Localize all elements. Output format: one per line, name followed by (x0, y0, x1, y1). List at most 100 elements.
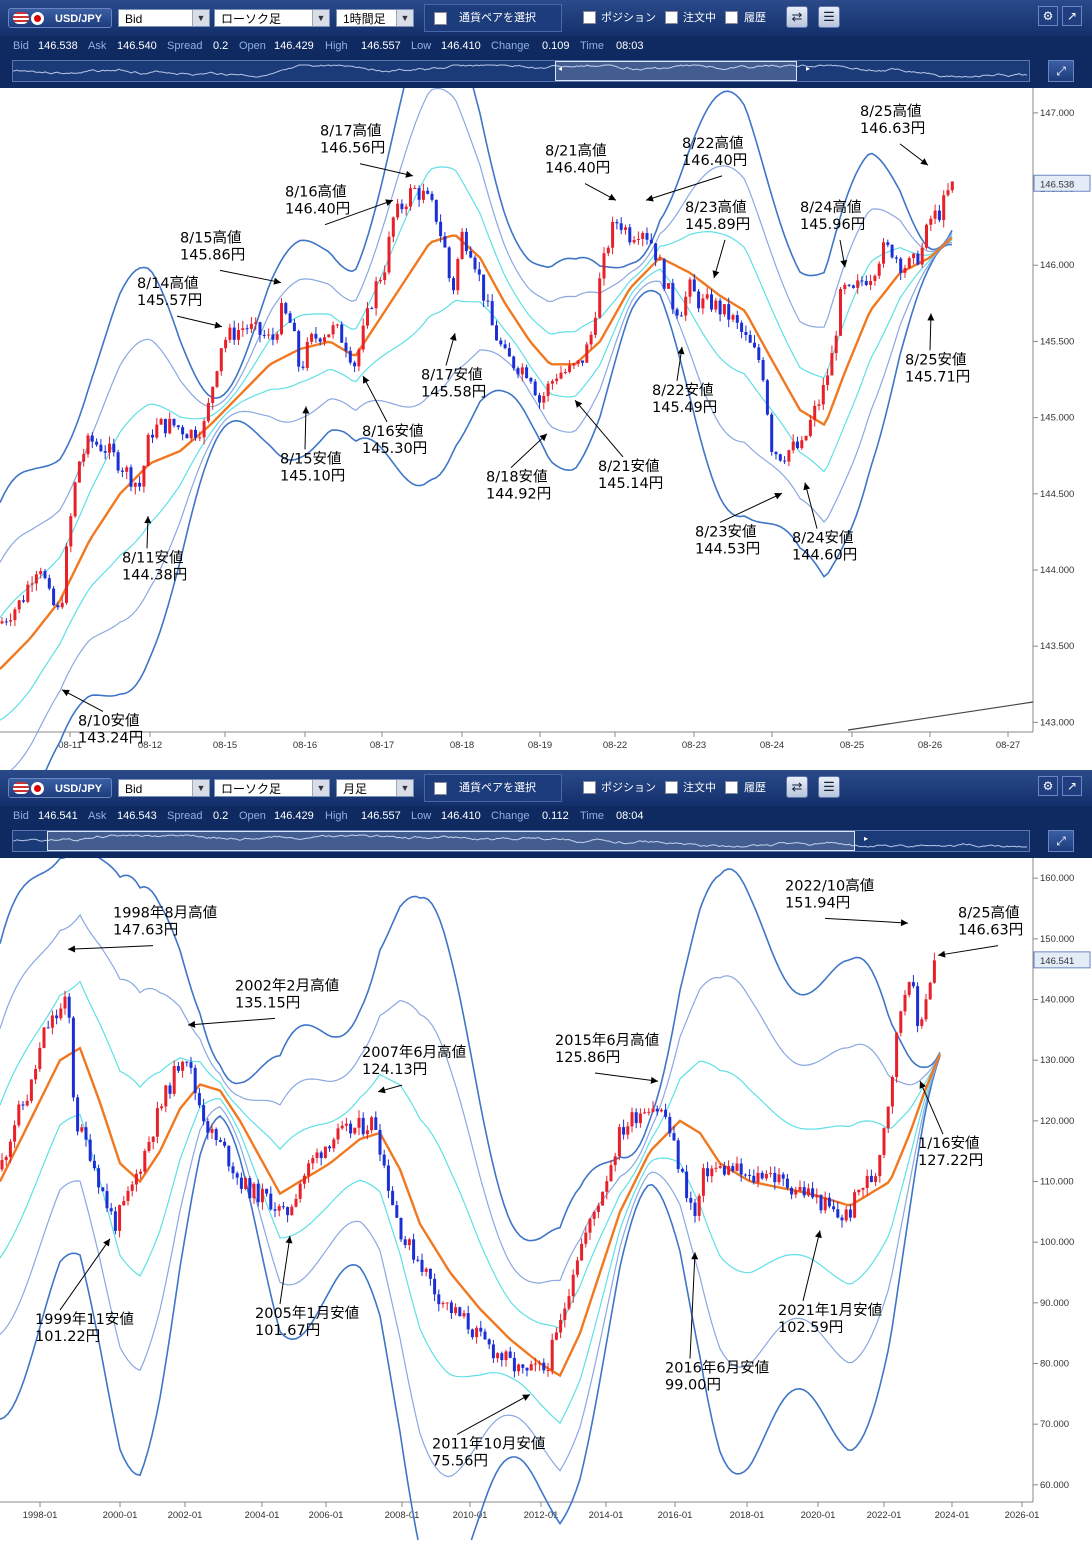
x-tick-label: 2002-01 (168, 1510, 203, 1521)
navigator-preview (13, 64, 1028, 78)
candle-up (617, 1127, 621, 1157)
candle-up (520, 367, 524, 375)
candle-up (315, 1152, 319, 1159)
timeframe-select[interactable]: 1時間足 ▼ (336, 9, 414, 27)
candle-up (407, 1239, 411, 1246)
navigator-window[interactable]: ◂ ▸ (555, 61, 810, 81)
candle-up (697, 1195, 701, 1216)
candle-down (46, 1027, 50, 1029)
candle-up (890, 1077, 894, 1107)
candle-up (605, 1181, 609, 1192)
scroll-right-icon[interactable]: ▸ (805, 64, 810, 73)
candlestick-chart[interactable]: 143.000 143.500 144.000 144.500 145.000 145.5… (0, 2, 1092, 837)
position-label: ポジション (601, 782, 656, 794)
chart-list-button[interactable]: ☰ (818, 6, 840, 28)
settings-button[interactable]: ⚙ (1038, 6, 1058, 26)
currency-pair-label: USD/JPY (55, 13, 103, 25)
chart-list-button[interactable]: ☰ (818, 776, 840, 798)
chart-type-select[interactable]: ローソク足 ▼ (214, 9, 330, 27)
annotation-arrow-line (61, 689, 104, 712)
candlestick-chart[interactable]: 60.000 70.000 80.000 90.000 100.000 110.000 12… (0, 839, 1092, 1545)
candle-up (907, 982, 911, 995)
annotation-arrow-line (919, 1080, 944, 1135)
candle-up (928, 982, 932, 1000)
candle-up (588, 1218, 592, 1233)
chart-type-select[interactable]: ローソク足 ▼ (214, 779, 330, 797)
annotation-arrow-line (362, 375, 388, 423)
chevron-down-icon: ▼ (192, 780, 209, 796)
candle-up (817, 404, 821, 406)
candle-up (542, 395, 546, 403)
candle-down (353, 362, 357, 367)
candle-up (667, 283, 670, 289)
pair-select-button[interactable]: 通貨ペアを選択 (424, 774, 562, 802)
navigator-track[interactable]: ▸ (12, 830, 1030, 852)
pair-select-button[interactable]: 通貨ペアを選択 (424, 4, 562, 32)
candle-down (802, 1187, 806, 1196)
currency-pair-selector[interactable]: USD/JPY (8, 8, 112, 28)
zoom-fit-button[interactable]: ⤢ (1048, 830, 1074, 852)
settings-button[interactable]: ⚙ (1038, 776, 1058, 796)
candle-down (391, 1190, 395, 1206)
order-checkbox[interactable] (665, 11, 678, 24)
candle-down (116, 452, 120, 471)
annotation-label: 8/25高値 (860, 103, 922, 120)
candle-up (126, 1190, 130, 1201)
navigator-track[interactable]: ◂ ▸ (12, 60, 1030, 82)
price-type-select[interactable]: Bid ▼ (118, 779, 210, 797)
candle-down (319, 1152, 323, 1158)
chart-area[interactable]: 143.000 143.500 144.000 144.500 145.000 145.5… (0, 2, 1092, 837)
chart-edit-button[interactable]: ⇄ (786, 776, 808, 798)
annotation-label: 1/16安値 (918, 1135, 980, 1152)
candle-down (248, 1178, 252, 1199)
list-icon: ☰ (823, 9, 835, 24)
zoom-fit-button[interactable]: ⤢ (1048, 60, 1074, 82)
candle-down (811, 1188, 815, 1198)
y-tick-label: 120.000 (1040, 1116, 1074, 1127)
candle-down (99, 444, 103, 452)
scroll-right-icon[interactable]: ▸ (863, 834, 868, 843)
candle-down (185, 1061, 189, 1063)
currency-pair-selector[interactable]: USD/JPY (8, 778, 112, 798)
annotation-label: 8/17高値 (320, 123, 382, 140)
candle-down (482, 274, 486, 301)
position-checkbox[interactable] (583, 781, 596, 794)
candle-up (0, 1160, 4, 1170)
candle-up (550, 1339, 554, 1371)
chart-edit-button[interactable]: ⇄ (786, 6, 808, 28)
timeframe-select[interactable]: 月足 ▼ (336, 779, 414, 797)
candle-up (34, 1069, 38, 1080)
popout-button[interactable]: ↗ (1062, 776, 1082, 796)
candle-down (765, 380, 769, 415)
position-checkbox[interactable] (583, 11, 596, 24)
candle-down (430, 193, 434, 200)
candle-up (9, 620, 13, 622)
history-checkbox[interactable] (725, 11, 738, 24)
history-checkbox[interactable] (725, 781, 738, 794)
pair-select-checkbox[interactable] (434, 782, 447, 795)
candle-up (613, 1156, 617, 1166)
list-icon: ☰ (823, 779, 835, 794)
candle-up (806, 1188, 810, 1196)
price-type-value: Bid (125, 12, 143, 26)
candle-up (160, 1106, 164, 1109)
price-type-select[interactable]: Bid ▼ (118, 9, 210, 27)
open-label: Open (239, 40, 266, 52)
chart-area[interactable]: 60.000 70.000 80.000 90.000 100.000 110.000 12… (0, 839, 1092, 1545)
annotation-value: 102.59円 (778, 1320, 843, 1336)
popout-button[interactable]: ↗ (1062, 6, 1082, 26)
navigator-window[interactable]: ▸ (47, 831, 868, 851)
candle-down (525, 1367, 529, 1371)
gear-icon: ⚙ (1042, 779, 1054, 793)
candle-up (731, 315, 735, 320)
chart-background (0, 88, 1092, 770)
candle-down (525, 367, 529, 379)
order-checkbox[interactable] (665, 781, 678, 794)
high-value: 146.557 (361, 40, 401, 52)
x-tick-label: 2008-01 (385, 1510, 420, 1521)
pair-select-checkbox[interactable] (434, 12, 447, 25)
candle-up (139, 1171, 143, 1174)
candle-down (185, 434, 189, 439)
scroll-left-icon[interactable]: ◂ (558, 64, 563, 73)
candle-down (433, 1278, 437, 1295)
